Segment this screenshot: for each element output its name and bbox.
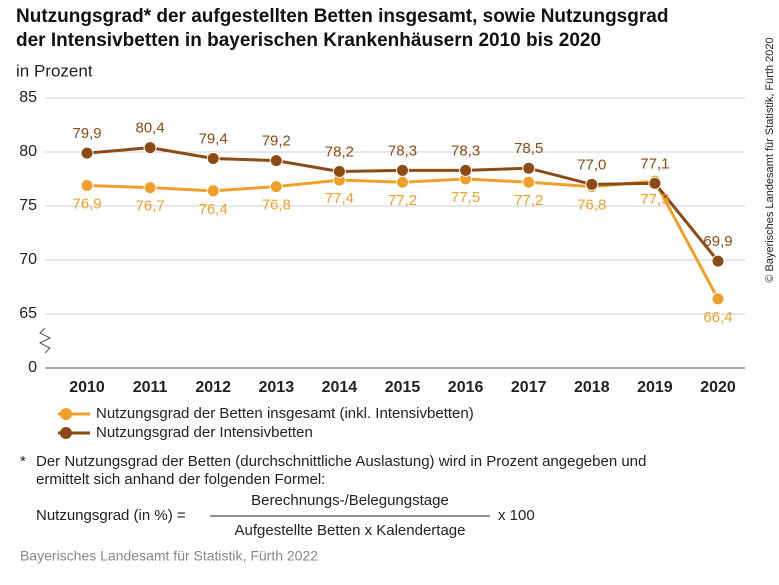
data-label: 79,2	[262, 133, 291, 150]
x-tick-label: 2019	[637, 379, 673, 396]
legend-label: Nutzungsgrad der Betten insgesamt (inkl.…	[96, 405, 474, 422]
data-label: 78,3	[388, 142, 417, 159]
data-point	[585, 177, 599, 191]
x-tick-label: 2013	[259, 379, 295, 396]
x-tick-label: 2020	[700, 379, 736, 396]
data-label: 79,9	[72, 125, 101, 142]
data-point	[459, 163, 473, 177]
data-label: 80,4	[135, 120, 164, 137]
footnote: Der Nutzungsgrad der Betten (durchschnit…	[36, 453, 646, 470]
x-tick-label: 2012	[195, 379, 231, 396]
formula-numerator: Berechnungs-/Belegungstage	[251, 492, 449, 509]
data-label: 77,3	[640, 191, 669, 208]
data-point	[143, 141, 157, 155]
x-tick-label: 2011	[133, 379, 168, 396]
data-point	[80, 146, 94, 160]
data-point	[648, 176, 662, 190]
data-label: 79,4	[199, 130, 228, 147]
data-label: 66,4	[703, 309, 732, 326]
x-tick-label: 2018	[574, 379, 610, 396]
data-label: 78,3	[451, 142, 480, 159]
formula-denominator: Aufgestellte Betten x Kalendertage	[235, 522, 466, 539]
y-tick-label: 65	[19, 305, 37, 322]
y-tick-label: 0	[28, 359, 37, 376]
data-label: 77,1	[640, 155, 669, 172]
data-point	[522, 175, 536, 189]
x-tick-label: 2015	[385, 379, 421, 396]
y-tick-label: 80	[19, 143, 37, 160]
data-point	[332, 164, 346, 178]
chart-title: Nutzungsgrad* der aufgestellten Betten i…	[16, 6, 668, 27]
data-label: 76,9	[72, 195, 101, 212]
data-point	[143, 181, 157, 195]
data-point	[80, 178, 94, 192]
copyright: © Bayerisches Landesamt für Statistik, F…	[764, 37, 776, 282]
data-label: 78,2	[325, 143, 354, 160]
data-point	[206, 184, 220, 198]
x-tick-label: 2010	[69, 379, 105, 396]
chart-subtitle: in Prozent	[16, 61, 93, 80]
legend-marker	[60, 408, 72, 420]
x-tick-label: 2016	[448, 379, 484, 396]
data-point	[269, 180, 283, 194]
formula-lhs: Nutzungsgrad (in %) =	[36, 507, 186, 524]
y-tick-label: 75	[19, 197, 37, 214]
chart-title: der Intensivbetten in bayerischen Kranke…	[16, 30, 601, 51]
data-label: 77,5	[451, 189, 480, 206]
legend-label: Nutzungsgrad der Intensivbetten	[96, 424, 313, 441]
y-tick-label: 70	[19, 251, 37, 268]
data-point	[396, 175, 409, 189]
data-label: 76,8	[262, 197, 291, 214]
x-tick-label: 2014	[322, 379, 358, 396]
data-point	[711, 254, 725, 268]
data-label: 76,4	[199, 201, 228, 218]
data-label: 69,9	[703, 233, 732, 250]
axis-break	[38, 327, 52, 354]
source: Bayerisches Landesamt für Statistik, Für…	[20, 548, 318, 564]
footnote-marker: *	[20, 453, 26, 470]
data-label: 78,5	[514, 140, 543, 157]
data-label: 77,2	[514, 192, 543, 209]
data-point	[269, 154, 283, 168]
formula-factor: x 100	[498, 507, 535, 524]
data-point	[396, 163, 409, 177]
data-label: 76,8	[577, 197, 606, 214]
data-label: 76,7	[135, 198, 164, 215]
data-label: 77,0	[577, 156, 606, 173]
legend-marker	[60, 427, 72, 439]
footnote: ermittelt sich anhand der folgenden Form…	[36, 471, 325, 488]
data-label: 77,4	[325, 190, 354, 207]
data-point	[522, 161, 536, 175]
x-tick-label: 2017	[511, 379, 547, 396]
y-tick-label: 85	[19, 89, 37, 106]
data-label: 77,2	[388, 192, 417, 209]
data-point	[206, 151, 220, 165]
data-point	[711, 292, 725, 306]
